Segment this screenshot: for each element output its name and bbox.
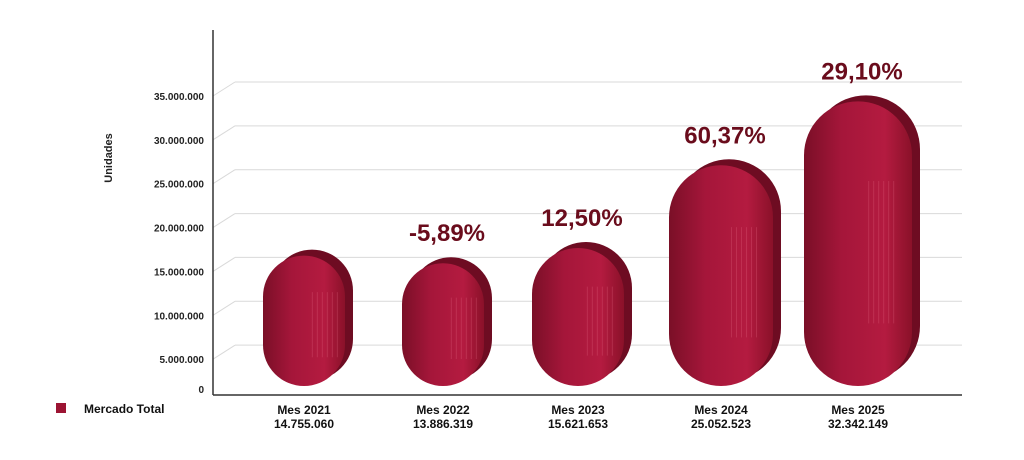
- bar: [263, 249, 353, 386]
- y-axis-label: Unidades: [103, 133, 115, 183]
- legend: Mercado Total: [56, 402, 164, 416]
- category-label: Mes 2023: [551, 403, 605, 417]
- axes: [212, 30, 962, 396]
- value-label: 15.621.653: [548, 417, 608, 431]
- bar-body: [532, 247, 624, 386]
- value-label: 13.886.319: [413, 417, 473, 431]
- y-tick-label: 5.000.000: [160, 355, 205, 366]
- grid-line: [212, 213, 236, 228]
- grid-line: [212, 344, 236, 360]
- value-label: 32.342.149: [828, 417, 888, 431]
- category-label: Mes 2022: [416, 403, 470, 417]
- y-tick-label: 30.000.000: [154, 136, 204, 147]
- category-label: Mes 2024: [694, 403, 748, 417]
- value-label: 25.052.523: [691, 417, 751, 431]
- y-tick-label: 25.000.000: [154, 180, 204, 191]
- legend-swatch: [56, 403, 66, 413]
- change-labels: -5,89% 12,50% 60,37% 29,10%: [409, 58, 903, 247]
- bar-body: [804, 101, 912, 387]
- legend-label: Mercado Total: [84, 402, 164, 416]
- bar: [402, 257, 492, 386]
- grid-line: [212, 125, 236, 141]
- value-label: 14.755.060: [274, 417, 334, 431]
- category-label: Mes 2025: [831, 403, 885, 417]
- bar-body: [263, 255, 345, 386]
- bar-body: [402, 263, 484, 386]
- y-tick-label: 15.000.000: [154, 267, 204, 278]
- change-label: 29,10%: [821, 58, 902, 85]
- bar: [532, 241, 632, 386]
- y-tick-label: 10.000.000: [154, 311, 204, 322]
- grid-line: [212, 81, 236, 97]
- y-tick-label: 35.000.000: [154, 92, 204, 103]
- grid-line: [212, 169, 236, 185]
- grid-line: [212, 300, 236, 316]
- bar: [804, 95, 920, 387]
- bar-body: [669, 165, 773, 386]
- bar: [669, 159, 781, 386]
- y-tick-labels: 0 5.000.000 10.000.000 15.000.000 20.000.000…: [154, 92, 205, 396]
- y-tick-label: 0: [198, 385, 204, 396]
- y-tick-label: 20.000.000: [154, 224, 204, 235]
- category-label: Mes 2021: [277, 403, 331, 417]
- bars: [263, 95, 920, 387]
- grid-line: [212, 257, 236, 272]
- change-label: -5,89%: [409, 220, 485, 247]
- change-label: 12,50%: [541, 205, 622, 232]
- change-label: 60,37%: [684, 122, 765, 149]
